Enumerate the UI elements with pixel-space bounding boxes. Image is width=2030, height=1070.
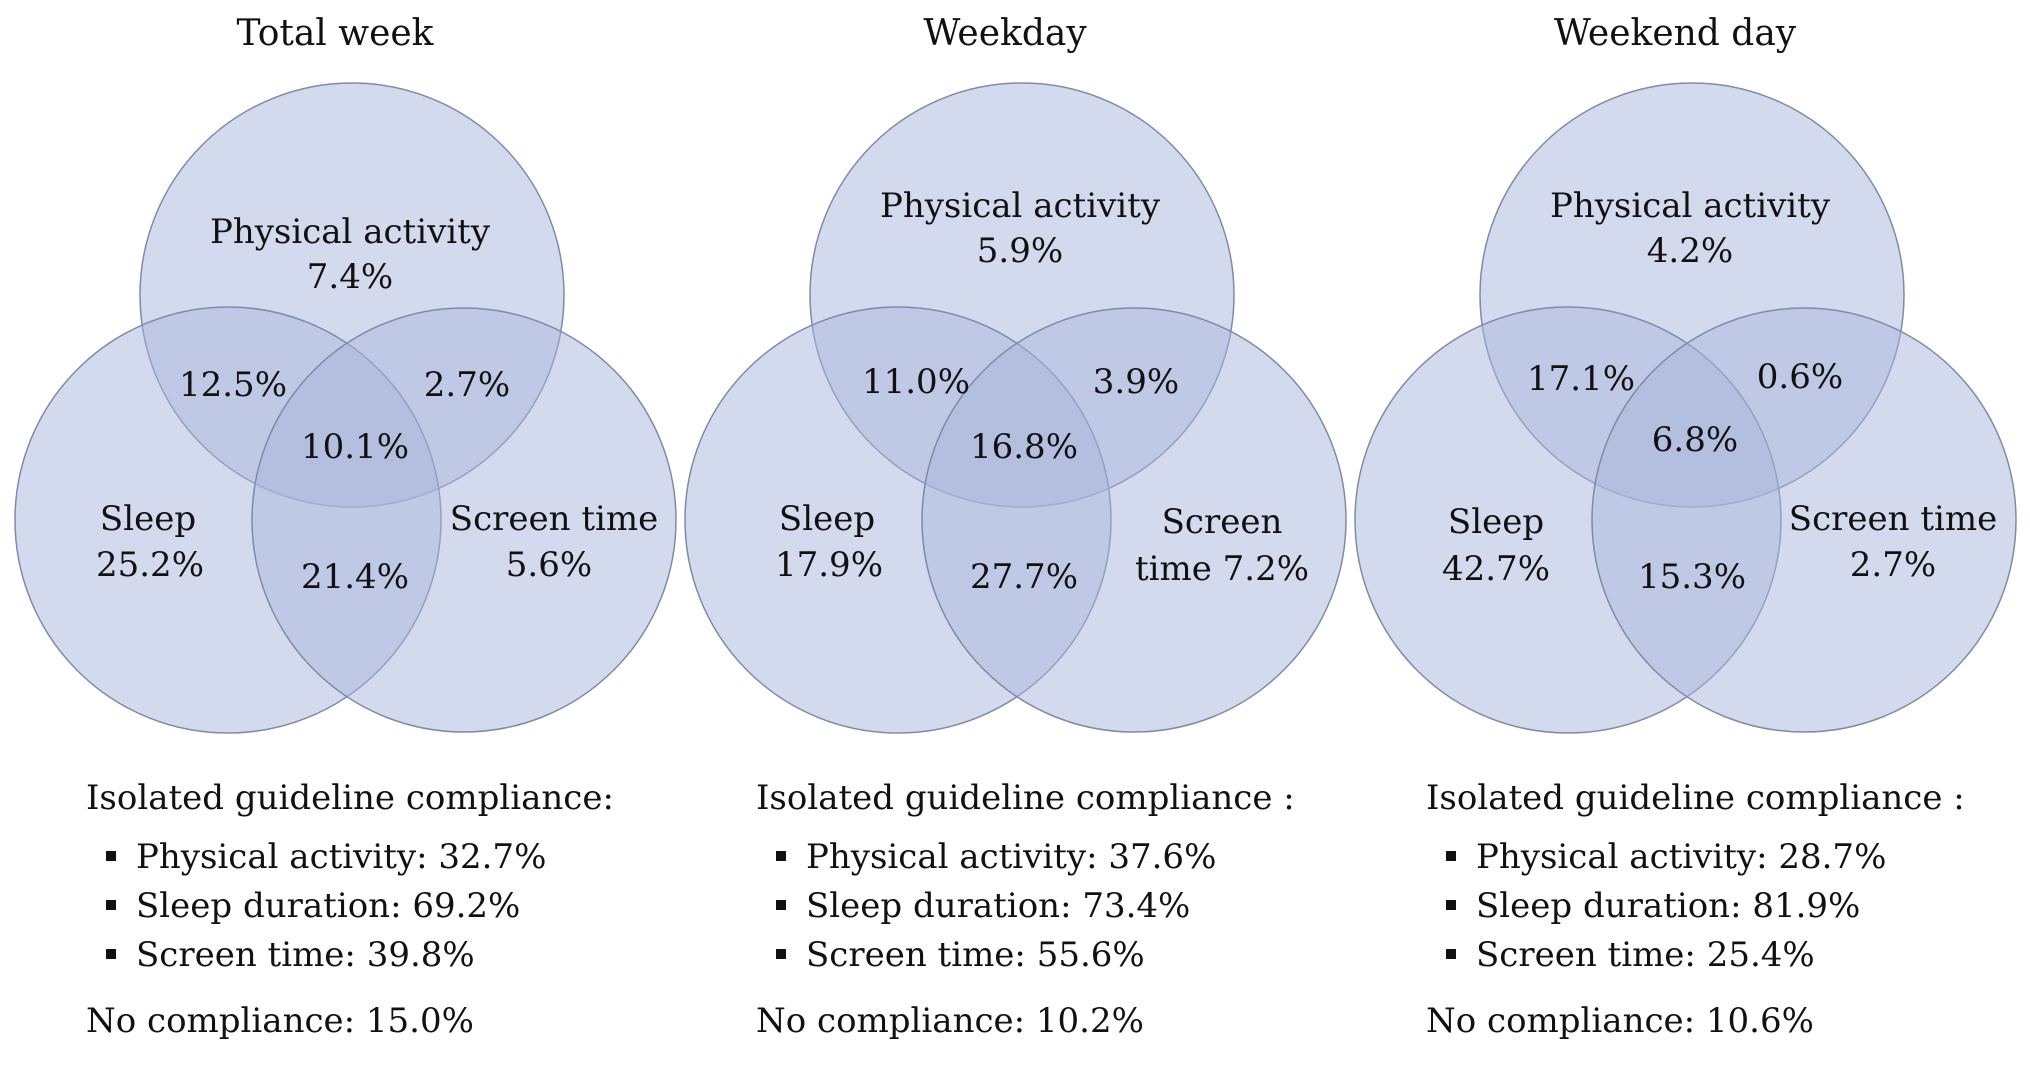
list-item: Screen time: 25.4% [1446, 931, 2006, 980]
screen-time-circle [921, 307, 1347, 733]
list-item-text: Screen time: 39.8% [136, 935, 475, 975]
list-item: Sleep duration: 73.4% [776, 882, 1336, 931]
isolated-compliance-summary: Isolated guideline compliance : Physical… [1426, 775, 2006, 1044]
physical-activity-label: Physical activity [880, 186, 1161, 226]
sleep-only-value: 42.7% [1442, 549, 1550, 589]
sleep-only-value: 25.2% [96, 545, 204, 585]
list-item-text: Sleep duration: 73.4% [806, 886, 1191, 926]
list-item-text: Sleep duration: 81.9% [1476, 886, 1861, 926]
isolated-compliance-summary: Isolated guideline compliance : Physical… [756, 775, 1336, 1044]
pa-screen-value: 3.9% [1093, 362, 1179, 402]
bullet-icon [106, 949, 116, 959]
sleep-label: Sleep [1448, 502, 1544, 542]
physical-activity-only-value: 5.9% [977, 231, 1063, 271]
list-item: Physical activity: 28.7% [1446, 833, 2006, 882]
list-item-text: Physical activity: 28.7% [1476, 837, 1887, 877]
all-three-value: 6.8% [1652, 420, 1738, 460]
pa-screen-value: 2.7% [424, 365, 510, 405]
no-compliance: No compliance: 15.0% [86, 1001, 474, 1041]
physical-activity-label: Physical activity [1550, 186, 1831, 226]
bullet-icon [776, 900, 786, 910]
pa-sleep-value: 17.1% [1527, 359, 1635, 399]
physical-activity-only-value: 4.2% [1647, 231, 1733, 271]
list-item-text: Screen time: 55.6% [806, 935, 1145, 975]
all-three-value: 16.8% [970, 427, 1078, 467]
bullet-icon [776, 949, 786, 959]
sleep-only-value: 17.9% [775, 545, 883, 585]
bullet-icon [106, 900, 116, 910]
list-item-text: Physical activity: 32.7% [136, 837, 547, 877]
sleep-label: Sleep [100, 499, 196, 539]
screen-time-only-value: 2.7% [1850, 545, 1936, 585]
screen-time-label: Screen [1162, 502, 1283, 542]
venn-diagram: Physical activity 4.2% 17.1% 0.6% 6.8% S… [1354, 82, 2017, 734]
sleep-screen-value: 21.4% [301, 557, 409, 597]
screen-time-only-value: time 7.2% [1135, 549, 1309, 589]
sleep-screen-value: 27.7% [970, 557, 1078, 597]
physical-activity-label: Physical activity [210, 212, 491, 252]
summary-heading: Isolated guideline compliance : [1426, 778, 1965, 818]
pa-screen-value: 0.6% [1757, 357, 1843, 397]
list-item: Sleep duration: 69.2% [106, 882, 666, 931]
bullet-icon [1446, 851, 1456, 861]
bullet-icon [1446, 949, 1456, 959]
isolated-compliance-summary: Isolated guideline compliance: Physical … [86, 775, 666, 1044]
compliance-list: Physical activity: 37.6% Sleep duration:… [756, 833, 1336, 980]
bullet-icon [776, 851, 786, 861]
list-item-text: Physical activity: 37.6% [806, 837, 1217, 877]
screen-time-circle [251, 307, 677, 733]
screen-time-label: Screen time [1789, 499, 1997, 539]
pa-sleep-value: 12.5% [179, 365, 287, 405]
screen-time-circle [1591, 307, 2017, 733]
summary-heading: Isolated guideline compliance: [86, 778, 614, 818]
compliance-list: Physical activity: 32.7% Sleep duration:… [86, 833, 666, 980]
list-item: Screen time: 55.6% [776, 931, 1336, 980]
pa-sleep-value: 11.0% [862, 362, 970, 402]
sleep-screen-value: 15.3% [1638, 557, 1746, 597]
no-compliance: No compliance: 10.2% [756, 1001, 1144, 1041]
venn-diagram: Physical activity 7.4% 12.5% 2.7% 10.1% … [14, 82, 677, 734]
summary-heading: Isolated guideline compliance : [756, 778, 1295, 818]
panel-title: Weekend day [1553, 13, 1797, 54]
bullet-icon [1446, 900, 1456, 910]
panel-title: Total week [236, 13, 434, 54]
list-item-text: Screen time: 25.4% [1476, 935, 1815, 975]
all-three-value: 10.1% [301, 427, 409, 467]
screen-time-label: Screen time [450, 499, 658, 539]
list-item-text: Sleep duration: 69.2% [136, 886, 521, 926]
physical-activity-only-value: 7.4% [307, 257, 393, 297]
panel-weekend-day: Weekend day Physical activity 4.2% 17.1%… [1340, 0, 2017, 1070]
list-item: Physical activity: 32.7% [106, 833, 666, 882]
list-item: Physical activity: 37.6% [776, 833, 1336, 882]
panel-title: Weekday [923, 13, 1087, 54]
venn-diagram: Physical activity 5.9% 11.0% 3.9% 16.8% … [684, 82, 1347, 734]
sleep-label: Sleep [779, 499, 875, 539]
bullet-icon [106, 851, 116, 861]
list-item: Screen time: 39.8% [106, 931, 666, 980]
screen-time-only-value: 5.6% [506, 545, 592, 585]
panel-total-week: Total week Physical activity 7.4% 12.5% … [0, 0, 677, 1070]
compliance-list: Physical activity: 28.7% Sleep duration:… [1426, 833, 2006, 980]
panel-weekday: Weekday Physical activity 5.9% 11.0% 3.9… [670, 0, 1347, 1070]
list-item: Sleep duration: 81.9% [1446, 882, 2006, 931]
no-compliance: No compliance: 10.6% [1426, 1001, 1814, 1041]
